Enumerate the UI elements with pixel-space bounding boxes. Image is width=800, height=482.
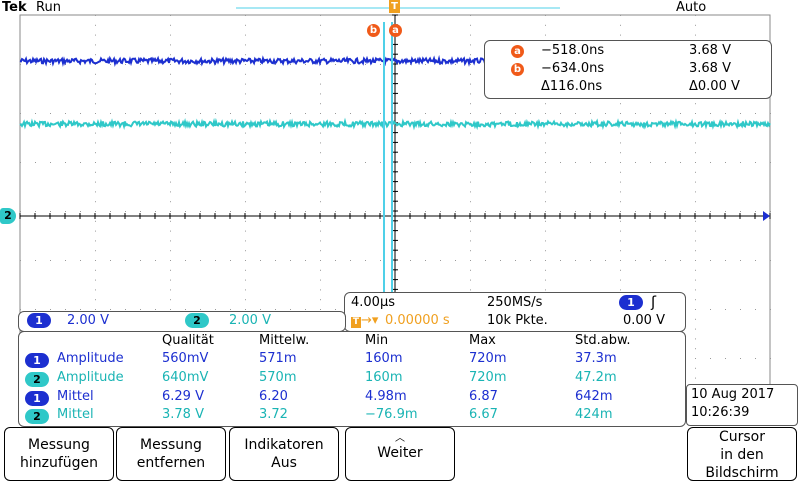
header-mean: Mittelw. [259, 333, 310, 348]
trigger-position-icon: T →▾ [351, 313, 379, 328]
measurement-name: Mittel [57, 389, 94, 404]
measurement-row[interactable]: 1 Amplitude 560mV 571m 160m 720m 37.3m [19, 351, 685, 369]
trigger-position: 0.00000 s [385, 313, 450, 328]
softkey-label: Messung [28, 437, 90, 453]
measurement-table: Qualität Mittelw. Min Max Std.abw. 1 Amp… [18, 331, 686, 427]
cursor-on-screen-button[interactable]: Cursor in den Bildschirm [687, 427, 797, 481]
measurement-value: 47.2m [575, 370, 617, 385]
header-quality: Qualität [162, 333, 214, 348]
cursor-a-icon: a [511, 45, 524, 58]
ch1-badge: 1 [27, 313, 51, 328]
ch1-scale: 2.00 V [67, 313, 109, 328]
measurement-value: 3.72 [259, 407, 288, 422]
measurement-value: 642m [575, 389, 613, 404]
record-length: 10k Pkte. [487, 313, 548, 328]
brand-logo: Tek [2, 0, 27, 15]
time: 10:26:39 [691, 405, 750, 420]
ch1-badge: 1 [25, 391, 49, 406]
trigger-mode: Auto [676, 0, 707, 15]
header-max: Max [469, 333, 496, 348]
measurement-value: 720m [469, 351, 507, 366]
measurement-value: 720m [469, 370, 507, 385]
softkey-label: Cursor [718, 429, 766, 445]
measurement-row[interactable]: 2 Amplitude 640mV 570m 160m 720m 47.2m [19, 370, 685, 388]
time-per-div: 4.00µs [351, 295, 395, 310]
measurement-value: 6.87 [469, 389, 498, 404]
trigger-level: 0.00 V [623, 313, 665, 328]
trigger-position-marker[interactable]: T [389, 0, 400, 13]
ch2-badge: 2 [25, 372, 49, 387]
measurement-value: 160m [365, 351, 403, 366]
measurement-value: 424m [575, 407, 613, 422]
cursor-a-time: −518.0ns [541, 43, 605, 58]
ch2-badge: 2 [25, 409, 49, 424]
more-button[interactable]: ︿ Weiter [345, 427, 455, 481]
more-arrow-icon: ︿ [395, 433, 405, 444]
measurement-value: 6.67 [469, 407, 498, 422]
cursor-b-marker[interactable]: b [367, 24, 380, 37]
measurement-row[interactable]: 2 Mittel 3.78 V 3.72 −76.9m 6.67 424m [19, 407, 685, 425]
rising-edge-icon: ʃ [651, 293, 657, 311]
measurement-value: 6.29 V [162, 389, 204, 404]
ch2-badge: 2 [185, 313, 209, 328]
cursor-delta-volt: Δ0.00 V [689, 79, 740, 94]
measurement-header-row: Qualität Mittelw. Min Max Std.abw. [19, 333, 685, 351]
cursor-readout: a −518.0ns 3.68 V b −634.0ns 3.68 V Δ116… [484, 40, 772, 99]
measurement-value: 570m [259, 370, 297, 385]
add-measurement-button[interactable]: Messung hinzufügen [4, 427, 114, 481]
measurement-value: 3.78 V [162, 407, 204, 422]
softkey-label: Messung [140, 437, 202, 453]
softkey-label: Weiter [377, 445, 423, 461]
softkey-label: entfernen [136, 455, 206, 471]
measurement-value: 640mV [162, 370, 209, 385]
timebase-readout[interactable]: 4.00µs 250MS/s 1 ʃ T →▾ 0.00000 s 10k Pkt… [344, 292, 686, 332]
measurement-value: 160m [365, 370, 403, 385]
date: 10 Aug 2017 [691, 387, 775, 402]
remove-measurement-button[interactable]: Messung entfernen [116, 427, 226, 481]
softkey-label: hinzufügen [19, 455, 99, 471]
ch1-badge: 1 [25, 353, 49, 368]
header-stddev: Std.abw. [575, 333, 631, 348]
softkey-label: Aus [271, 455, 297, 471]
measurement-value: 37.3m [575, 351, 617, 366]
sample-rate: 250MS/s [487, 295, 543, 310]
cursor-a-volt: 3.68 V [689, 43, 731, 58]
measurement-value: 4.98m [365, 389, 407, 404]
run-status: Run [36, 0, 61, 15]
cursor-b-time: −634.0ns [541, 61, 605, 76]
softkey-label: in den [720, 447, 764, 463]
ch2-scale: 2.00 V [229, 313, 271, 328]
measurement-value: −76.9m [365, 407, 418, 422]
measurement-value: 6.20 [259, 389, 288, 404]
cursor-b-volt: 3.68 V [689, 61, 731, 76]
measurement-name: Mittel [57, 407, 94, 422]
softkey-label: Indikatoren [244, 437, 324, 453]
datetime-display: 10 Aug 2017 10:26:39 [686, 384, 798, 426]
measurement-name: Amplitude [57, 370, 124, 385]
cursor-delta-time: Δ116.0ns [541, 79, 603, 94]
header-min: Min [365, 333, 389, 348]
trigger-channel-badge: 1 [619, 295, 643, 310]
measurement-value: 571m [259, 351, 297, 366]
channel-scale-readout[interactable]: 1 2.00 V 2 2.00 V [18, 311, 346, 332]
indicators-button[interactable]: Indikatoren Aus [229, 427, 339, 481]
ch2-ground-marker[interactable]: 2 [0, 208, 16, 224]
softkey-label: Bildschirm [705, 465, 779, 481]
trigger-level-icon [763, 211, 770, 221]
measurement-value: 560mV [162, 351, 209, 366]
measurement-name: Amplitude [57, 351, 124, 366]
cursor-a-marker[interactable]: a [389, 24, 402, 37]
cursor-b-icon: b [511, 63, 524, 76]
measurement-row[interactable]: 1 Mittel 6.29 V 6.20 4.98m 6.87 642m [19, 389, 685, 407]
ch2-waveform [19, 117, 771, 131]
